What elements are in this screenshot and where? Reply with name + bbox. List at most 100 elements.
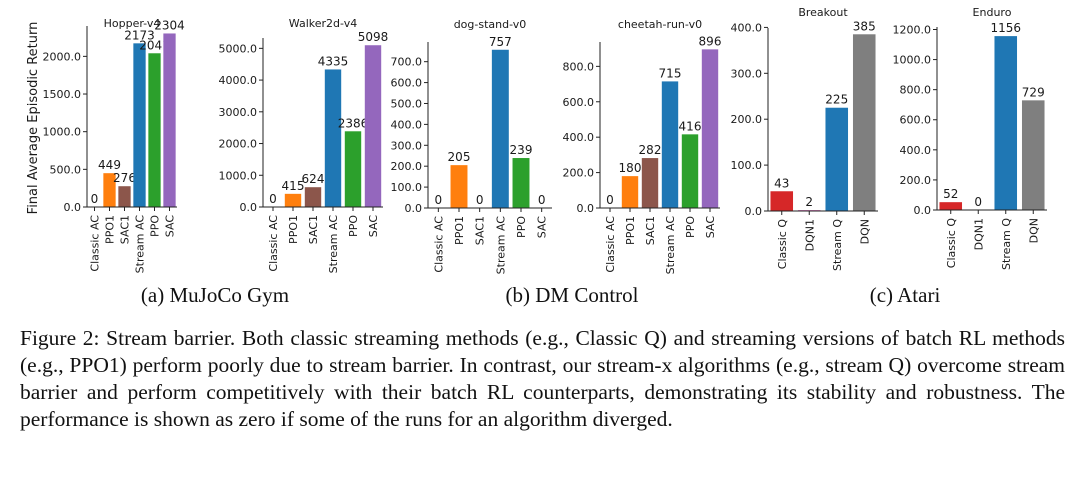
x-tick-label: Stream AC (327, 215, 340, 274)
y-tick-label: 300.0 (731, 67, 763, 80)
y-tick-label: 1000.0 (219, 169, 258, 182)
x-tick-label: Stream AC (494, 216, 507, 275)
bar-ppo (681, 134, 699, 208)
bar-sac (163, 33, 176, 208)
subplot-title: Enduro (973, 6, 1012, 19)
bar-ppo1 (284, 193, 302, 207)
bar-value-label: 276 (113, 171, 136, 185)
y-tick-label: 100.0 (391, 181, 423, 194)
x-tick-label: PPO1 (453, 216, 466, 245)
y-tick-label: 2000.0 (43, 50, 82, 63)
y-tick-label: 500.0 (391, 97, 423, 110)
bar-stream-ac (491, 49, 509, 209)
x-tick-label: DQN1 (803, 219, 816, 251)
bar-value-label: 239 (510, 143, 533, 157)
bar-stream-ac (324, 69, 342, 207)
y-tick-label: 600.0 (563, 96, 595, 109)
y-tick-label: 200.0 (731, 113, 763, 126)
x-tick-label: PPO1 (287, 215, 300, 244)
bar-value-label: 757 (489, 35, 512, 49)
y-tick-label: 800.0 (900, 84, 932, 97)
bar-classic-q (939, 202, 963, 210)
subplot-3: dog-stand-v0 0.0 100.0 200.0 300.0 400.0 500.0… (391, 18, 552, 275)
bar-sac1 (118, 186, 131, 207)
subplot-title: dog-stand-v0 (454, 18, 527, 31)
subplot-title: Breakout (798, 6, 848, 19)
x-tick-label: SAC (704, 216, 717, 239)
x-tick-label: SAC1 (119, 215, 132, 244)
subplot-title: cheetah-run-v0 (618, 18, 702, 31)
bar-ppo1 (103, 173, 116, 207)
subplot-2: Walker2d-v4 0.0 1000.0 2000.0 3000.0 4000.0 50… (219, 17, 389, 273)
x-tick-label: Classic Q (945, 218, 958, 269)
x-tick-label: SAC (536, 216, 549, 239)
bar-value-label: 205 (448, 150, 471, 164)
bar-sac1 (304, 187, 322, 207)
x-tick-label: SAC1 (307, 215, 320, 244)
y-tick-label: 0.0 (64, 201, 82, 214)
bar-value-label: 0 (269, 192, 277, 206)
bar-sac (364, 45, 382, 207)
subplot-1: Hopper-v4 0.0 500.0 1000.0 1500.0 2000.0 0 Clas… (43, 17, 185, 273)
y-tick-label: 2000.0 (219, 138, 258, 151)
x-tick-label: Stream Q (831, 219, 844, 271)
bar-ppo (148, 53, 161, 207)
bar-stream-ac (661, 81, 679, 208)
bar-value-label: 415 (282, 179, 305, 193)
bar-stream-q (994, 36, 1018, 210)
bar-value-label: 624 (302, 172, 325, 186)
figure-caption: Figure 2: Stream barrier. Both classic s… (20, 326, 1065, 431)
subplot-title: Hopper-v4 (104, 17, 161, 30)
y-tick-label: 1000.0 (893, 54, 932, 67)
y-tick-label: 0.0 (914, 204, 932, 217)
bar-value-label: 5098 (358, 30, 389, 44)
bar-value-label: 2173 (124, 28, 155, 42)
y-tick-label: 200.0 (391, 160, 423, 173)
bar-value-label: 43 (774, 176, 789, 190)
x-tick-label: PPO (347, 215, 360, 237)
bar-stream-ac (133, 43, 146, 208)
panel-caption-atari: (c) Atari (869, 283, 941, 307)
panel-caption-dm-control: (b) DM Control (505, 283, 639, 307)
x-tick-label: PPO (515, 216, 528, 238)
bar-ppo1 (450, 165, 468, 208)
subplot-4: cheetah-run-v0 0.0 200.0 400.0 600.0 800.0 0 Cl… (563, 18, 722, 274)
x-tick-label: DQN (858, 219, 871, 244)
bar-value-label: 2386 (338, 116, 369, 130)
y-tick-label: 400.0 (563, 131, 595, 144)
y-tick-label: 200.0 (900, 174, 932, 187)
bar-value-label: 0 (538, 193, 546, 207)
y-tick-label: 1200.0 (893, 23, 932, 36)
bar-ppo (512, 158, 530, 208)
x-tick-label: SAC (367, 215, 380, 238)
x-tick-label: SAC1 (644, 216, 657, 245)
x-tick-label: Stream Q (1000, 218, 1013, 270)
y-tick-label: 100.0 (731, 159, 763, 172)
subplot-6: Enduro 0.0 200.0 400.0 600.0 800.0 1000.0 1200.… (893, 6, 1047, 270)
y-tick-label: 1000.0 (43, 126, 82, 139)
y-tick-label: 600.0 (391, 77, 423, 90)
y-tick-label: 600.0 (900, 114, 932, 127)
bar-value-label: 4335 (318, 54, 349, 68)
bar-value-label: 52 (943, 187, 958, 201)
bar-value-label: 0 (435, 193, 443, 207)
bar-value-label: 225 (825, 93, 848, 107)
y-tick-label: 200.0 (563, 167, 595, 180)
bar-value-label: 715 (659, 66, 682, 80)
bar-value-label: 0 (91, 192, 99, 206)
x-tick-label: Classic AC (604, 216, 617, 273)
subplot-5: Breakout 0.0 100.0 200.0 300.0 400.0 43 Classic… (731, 6, 878, 271)
bar-value-label: 180 (619, 161, 642, 175)
y-tick-label: 800.0 (563, 60, 595, 73)
bar-value-label: 2 (805, 195, 813, 209)
x-tick-label: Classic Q (776, 219, 789, 270)
x-tick-label: Stream AC (664, 216, 677, 275)
y-axis-label: Final Average Episodic Return (26, 22, 41, 215)
bar-value-label: 1156 (990, 21, 1021, 35)
y-tick-label: 400.0 (391, 118, 423, 131)
bar-value-label: 896 (699, 34, 722, 48)
x-tick-label: SAC1 (474, 216, 487, 245)
y-tick-label: 0.0 (405, 202, 423, 215)
x-tick-label: Classic AC (89, 215, 102, 272)
